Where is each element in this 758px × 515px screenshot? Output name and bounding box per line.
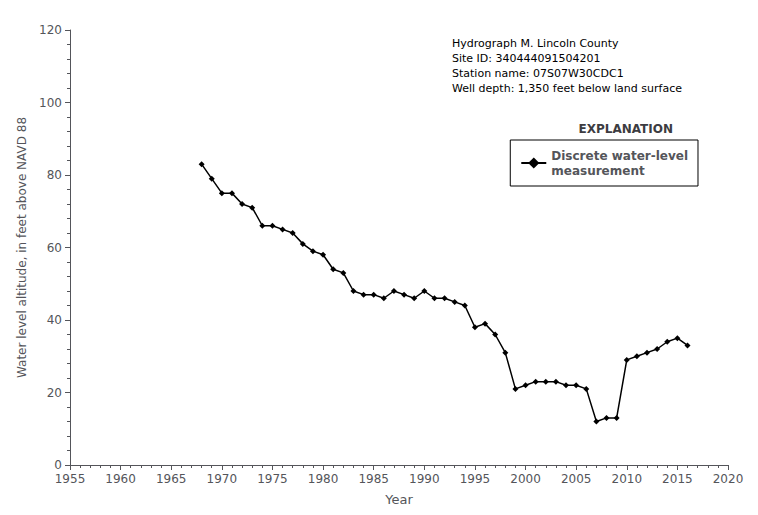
svg-text:Well depth: 1,350 feet below l: Well depth: 1,350 feet below land surfac…	[452, 82, 682, 95]
svg-text:1955: 1955	[55, 472, 86, 486]
svg-text:2020: 2020	[713, 472, 744, 486]
svg-text:1990: 1990	[409, 472, 440, 486]
svg-text:60: 60	[47, 241, 62, 255]
svg-text:120: 120	[39, 23, 62, 37]
svg-text:2005: 2005	[561, 472, 592, 486]
svg-text:2010: 2010	[611, 472, 642, 486]
svg-text:Year: Year	[384, 492, 413, 507]
svg-text:Hydrograph M. Lincoln County: Hydrograph M. Lincoln County	[452, 37, 619, 50]
svg-text:1975: 1975	[257, 472, 288, 486]
svg-text:40: 40	[47, 313, 62, 327]
svg-text:1960: 1960	[105, 472, 136, 486]
svg-text:2015: 2015	[662, 472, 693, 486]
svg-text:1995: 1995	[460, 472, 491, 486]
svg-text:1985: 1985	[358, 472, 389, 486]
svg-text:0: 0	[54, 458, 62, 472]
svg-text:1970: 1970	[207, 472, 238, 486]
svg-text:Water level altitude, in feet: Water level altitude, in feet above NAVD…	[15, 117, 29, 378]
svg-text:EXPLANATION: EXPLANATION	[579, 122, 673, 136]
svg-text:100: 100	[39, 96, 62, 110]
svg-text:80: 80	[47, 168, 62, 182]
svg-text:1980: 1980	[308, 472, 339, 486]
svg-text:measurement: measurement	[551, 164, 645, 178]
svg-text:20: 20	[47, 386, 62, 400]
svg-text:Discrete water-level: Discrete water-level	[551, 149, 688, 163]
svg-text:2000: 2000	[510, 472, 541, 486]
svg-text:Station name: 07S07W30CDC1: Station name: 07S07W30CDC1	[452, 67, 624, 80]
svg-text:1965: 1965	[156, 472, 187, 486]
svg-text:Site ID: 340444091504201: Site ID: 340444091504201	[452, 52, 601, 65]
